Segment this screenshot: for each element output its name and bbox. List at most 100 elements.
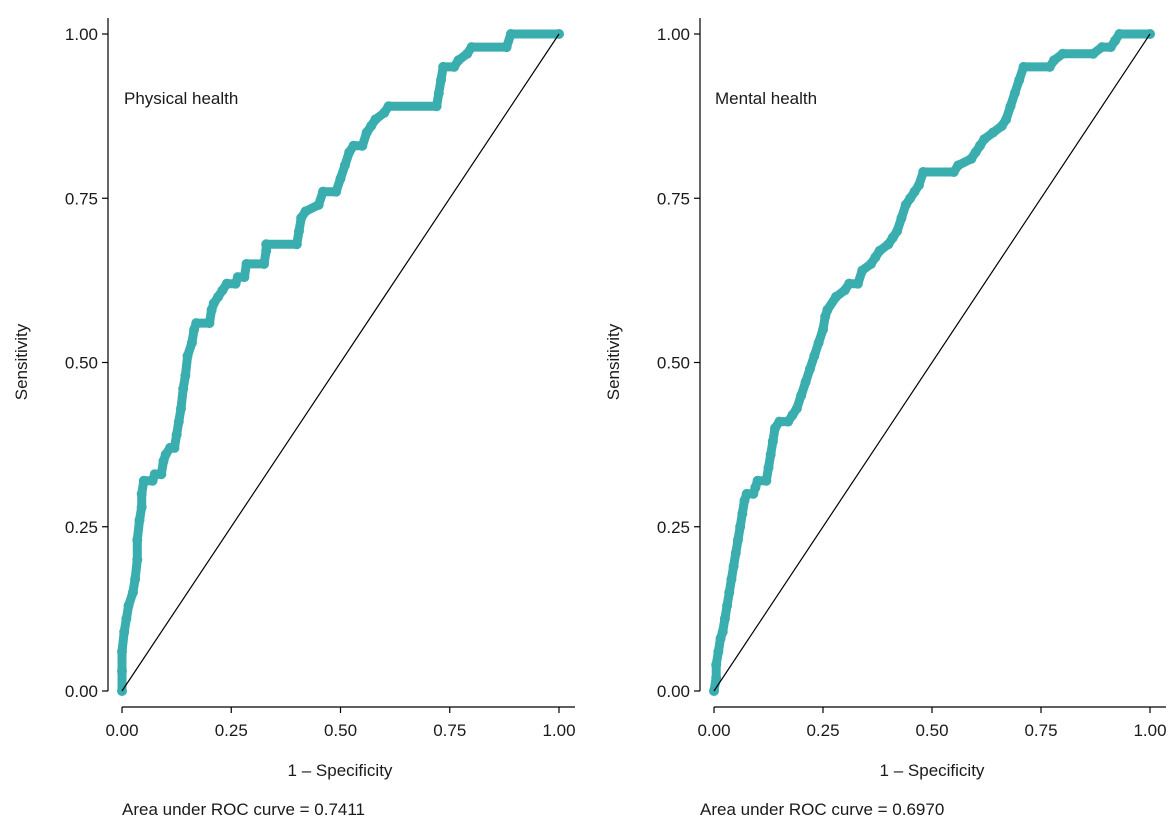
roc-point xyxy=(717,626,728,637)
roc-point xyxy=(726,574,737,585)
roc-point xyxy=(918,166,929,177)
y-tick-label: 0.25 xyxy=(657,518,690,537)
roc-point xyxy=(1018,61,1029,72)
x-tick-label: 0.50 xyxy=(915,721,948,740)
roc-point xyxy=(857,265,868,276)
y-tick-label: 0.00 xyxy=(65,682,98,701)
roc-point xyxy=(134,515,145,526)
roc-point xyxy=(239,272,250,283)
y-tick-label: 0.00 xyxy=(657,682,690,701)
roc-point xyxy=(796,390,807,401)
roc-point xyxy=(844,278,855,289)
roc-point xyxy=(1088,48,1099,59)
roc-point xyxy=(852,278,863,289)
roc-point xyxy=(175,403,186,414)
y-tick-label: 1.00 xyxy=(65,25,98,44)
roc-point xyxy=(800,377,811,388)
roc-point xyxy=(132,534,143,545)
roc-point xyxy=(318,186,329,197)
roc-point xyxy=(724,587,735,598)
roc-point xyxy=(204,318,215,329)
roc-point xyxy=(874,245,885,256)
roc-point xyxy=(453,55,464,66)
x-tick-label: 0.50 xyxy=(324,721,357,740)
roc-point xyxy=(132,554,143,565)
roc-point xyxy=(809,350,820,361)
roc-point xyxy=(136,488,147,499)
roc-point xyxy=(335,173,346,184)
reference-diagonal xyxy=(713,33,1151,692)
x-tick-label: 0.25 xyxy=(215,721,248,740)
roc-point xyxy=(178,383,189,394)
roc-point xyxy=(293,226,304,237)
reference-diagonal xyxy=(121,33,560,692)
roc-point xyxy=(732,534,743,545)
roc-point xyxy=(180,370,191,381)
roc-point xyxy=(774,416,785,427)
y-tick-label: 0.50 xyxy=(65,354,98,373)
roc-point xyxy=(259,258,270,269)
roc-point xyxy=(433,88,444,99)
y-tick-label: 0.25 xyxy=(65,518,98,537)
roc-point xyxy=(767,436,778,447)
roc-point xyxy=(1057,48,1068,59)
roc-point xyxy=(1114,29,1125,39)
roc-point xyxy=(711,672,722,683)
roc-point xyxy=(357,140,368,151)
roc-point xyxy=(136,502,147,513)
roc-point xyxy=(1014,74,1025,85)
roc-point xyxy=(988,127,999,138)
roc-point xyxy=(896,212,907,223)
y-tick-label: 0.75 xyxy=(657,189,690,208)
roc-point xyxy=(138,475,149,486)
x-tick-label: 1.00 xyxy=(1133,721,1166,740)
roc-panel-mental-health: Mental health 1 – Specificity Sensitivit… xyxy=(604,18,1167,819)
roc-point xyxy=(173,416,184,427)
roc-point xyxy=(822,304,833,315)
roc-point xyxy=(339,160,350,171)
roc-point xyxy=(127,587,138,598)
y-tick-label: 0.50 xyxy=(657,354,690,373)
roc-point xyxy=(182,350,193,361)
roc-point xyxy=(436,74,447,85)
roc-point xyxy=(737,508,748,519)
auc-annotation: Area under ROC curve = 0.7411 xyxy=(122,800,365,819)
roc-point xyxy=(763,462,774,473)
roc-point xyxy=(892,226,903,237)
roc-point xyxy=(765,449,776,460)
x-axis-title: 1 – Specificity xyxy=(288,761,393,780)
panel-label: Physical health xyxy=(124,89,238,108)
roc-point xyxy=(804,364,815,375)
roc-point xyxy=(1009,88,1020,99)
x-tick-label: 0.75 xyxy=(1024,721,1057,740)
roc-point xyxy=(735,521,746,532)
roc-point xyxy=(117,646,127,657)
x-axis-title: 1 – Specificity xyxy=(880,761,985,780)
roc-point xyxy=(1001,114,1012,125)
x-tick-label: 0.25 xyxy=(806,721,839,740)
roc-point xyxy=(466,42,477,53)
roc-point xyxy=(169,442,180,453)
roc-point xyxy=(831,291,842,302)
roc-point xyxy=(130,574,141,585)
roc-point xyxy=(713,646,724,657)
roc-point xyxy=(221,278,232,289)
y-tick-label: 0.75 xyxy=(65,189,98,208)
roc-point xyxy=(119,626,130,637)
roc-curve xyxy=(709,29,1155,696)
roc-point xyxy=(752,475,763,486)
roc-point xyxy=(156,469,167,480)
roc-point xyxy=(121,613,132,624)
roc-point xyxy=(383,101,394,112)
roc-point xyxy=(813,337,824,348)
roc-panel-physical-health: Physical health 1 – Specificity Sensitiv… xyxy=(12,18,576,819)
roc-point xyxy=(505,29,516,39)
auc-annotation: Area under ROC curve = 0.6970 xyxy=(700,800,944,819)
roc-point xyxy=(1097,42,1108,53)
roc-point xyxy=(261,239,272,250)
roc-point xyxy=(1005,101,1016,112)
roc-point xyxy=(348,140,359,151)
roc-point xyxy=(913,180,924,191)
x-tick-label: 0.00 xyxy=(697,721,730,740)
